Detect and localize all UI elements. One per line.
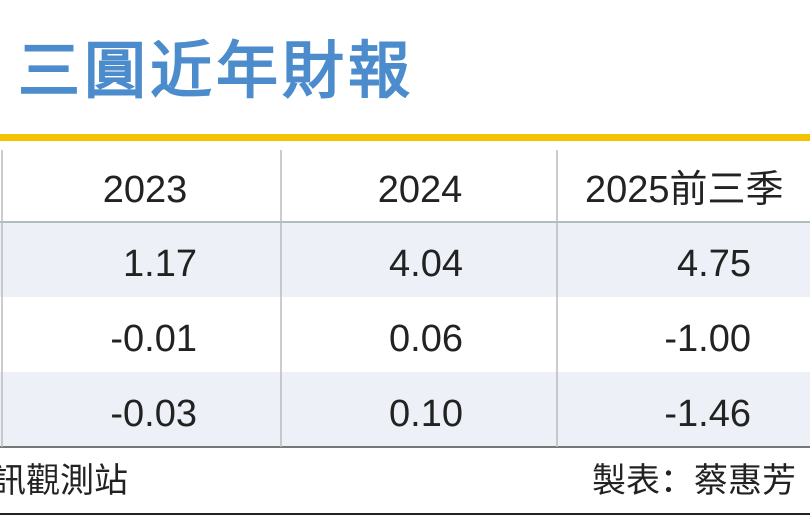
table-cell: -0.03 xyxy=(110,393,197,435)
table-cell: -0.01 xyxy=(110,318,197,360)
header-cell: 2025前三季 xyxy=(585,169,784,211)
table-cell: 4.75 xyxy=(677,243,751,285)
author: 製表：蔡惠芳 xyxy=(592,462,796,500)
row-bg xyxy=(0,222,810,297)
table-cell: 0.06 xyxy=(389,318,463,360)
title: 三圓近年財報 xyxy=(18,37,414,106)
title-rule xyxy=(0,134,810,141)
row-bg xyxy=(0,372,810,447)
header-cell: 2023 xyxy=(103,169,188,211)
table-cell: 1.17 xyxy=(123,243,197,285)
table-cell: 4.04 xyxy=(389,243,463,285)
header-cell: 2024 xyxy=(378,169,463,211)
table-cell: 0.10 xyxy=(389,393,463,435)
table-body: 1.17 4.04 4.75 -0.01 0.06 -1.00 -0.03 0.10 -1.46 xyxy=(110,243,751,435)
source: 訊觀測站 xyxy=(0,462,128,500)
table-cell: -1.46 xyxy=(664,393,751,435)
table-cell: -1.00 xyxy=(664,318,751,360)
